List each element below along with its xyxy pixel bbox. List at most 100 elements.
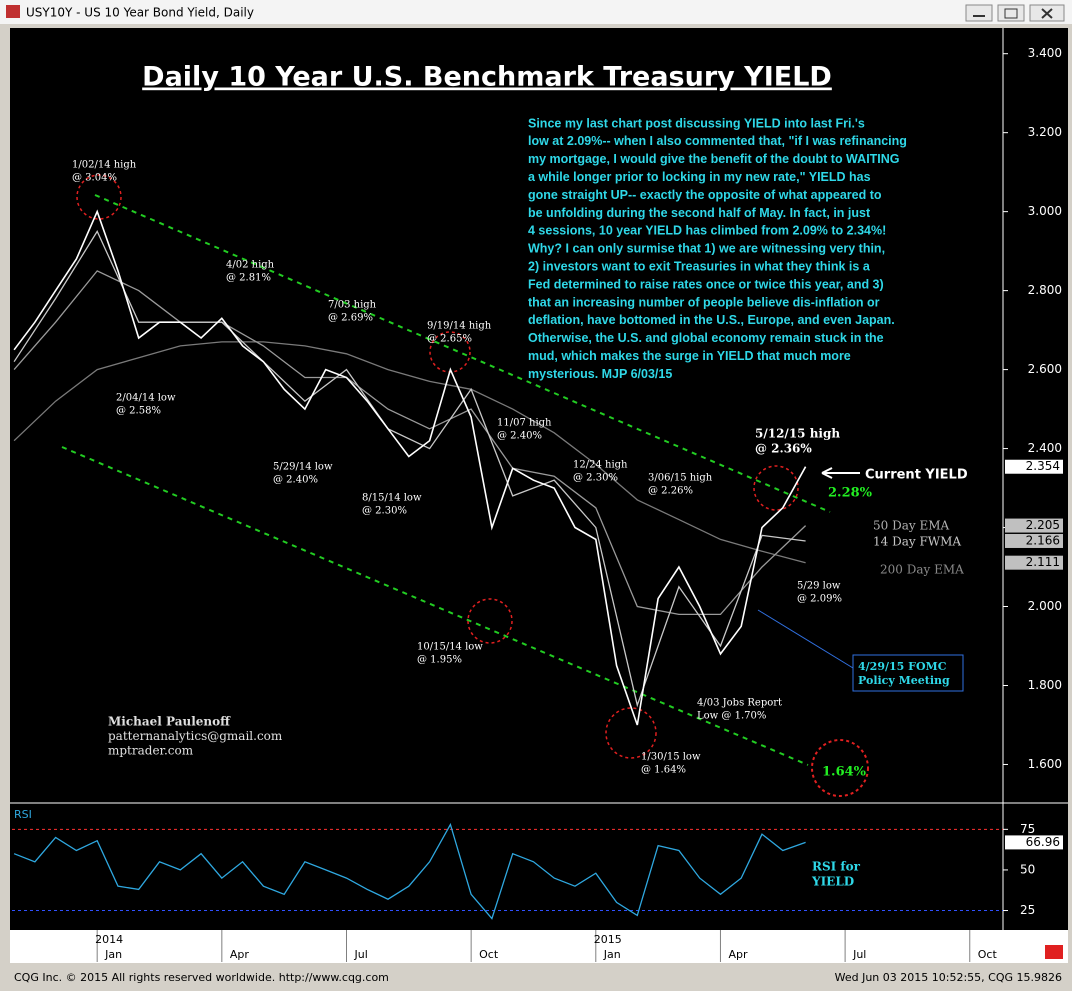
annotation: @ 1.95% <box>417 655 462 666</box>
x-tick-label: Oct <box>978 948 998 961</box>
last-value: 2.354 <box>1026 459 1060 473</box>
year-label: 2014 <box>95 933 123 946</box>
y-tick-label: 75 <box>1020 822 1035 836</box>
series-line <box>13 230 806 708</box>
commentary-line: 4 sessions, 10 year YIELD has climbed fr… <box>528 224 886 238</box>
annotation: 7/03 high <box>328 300 377 311</box>
annotation: @ 2.36% <box>755 442 812 456</box>
commentary-line: Why? I can only surmise that 1) we are w… <box>528 242 885 256</box>
annotation: 11/07 high <box>497 418 552 429</box>
x-tick-label: Jul <box>852 948 866 961</box>
author-line: mptrader.com <box>108 744 194 758</box>
last-value-box <box>1005 459 1063 474</box>
annotation: 1/02/14 high <box>72 160 137 171</box>
fomc-pointer <box>757 609 854 669</box>
annotation: YIELD <box>811 875 854 889</box>
last-value: 2.111 <box>1026 555 1060 569</box>
close-glyph <box>1041 8 1053 19</box>
annotation: 4/03 Jobs Report <box>697 698 782 709</box>
legend-label: 200 Day EMA <box>880 563 964 577</box>
minimize-button[interactable] <box>965 4 993 22</box>
y-tick-label: 1.800 <box>1028 678 1062 692</box>
commentary-line: deflation, have bottomed in the U.S., Eu… <box>528 313 895 327</box>
last-value-box <box>1005 518 1063 533</box>
y-tick-label: 1.600 <box>1028 757 1062 771</box>
x-tick-label: Oct <box>479 948 499 961</box>
fomc-box <box>852 654 964 692</box>
commentary-line: 2) investors want to exit Treasuries in … <box>528 259 871 273</box>
last-value: 2.205 <box>1026 518 1060 532</box>
legend-label: Current YIELD <box>865 468 968 483</box>
annotation: 3/06/15 high <box>648 473 713 484</box>
maximize-button[interactable] <box>997 4 1025 22</box>
annotation: @ 3.04% <box>72 173 117 184</box>
annotation: @ 2.40% <box>497 431 542 442</box>
annotation: 5/29/14 low <box>273 462 333 473</box>
annotation: @ 2.09% <box>797 594 842 605</box>
window-title: USY10Y - US 10 Year Bond Yield, Daily <box>26 6 254 20</box>
chart-title: Daily 10 Year U.S. Benchmark Treasury YI… <box>142 62 832 93</box>
commentary-line: Fed determined to raise rates once or tw… <box>528 277 884 291</box>
rsi-title: RSI <box>14 808 32 821</box>
footer-left: CQG Inc. © 2015 All rights reserved worl… <box>14 971 389 984</box>
rsi-last-value-box <box>1005 835 1063 850</box>
y-tick-label: 3.400 <box>1028 46 1062 60</box>
current-arrow <box>821 467 860 479</box>
annotation: @ 2.40% <box>273 475 318 486</box>
chart-background <box>10 28 1068 930</box>
annotation: @ 2.69% <box>328 313 373 324</box>
circle <box>605 707 657 759</box>
annotation: 4/29/15 FOMC <box>858 660 947 673</box>
x-tick-label: Jan <box>104 948 122 961</box>
commentary-line: gone straight UP-- exactly the opposite … <box>528 188 882 202</box>
commentary-line: my mortgage, I would give the benefit of… <box>528 152 900 166</box>
legend-label: 14 Day FWMA <box>873 535 961 549</box>
annotation: Low @ 1.70% <box>697 711 766 722</box>
annotation: 1/30/15 low <box>641 752 701 763</box>
annotation: 9/19/14 high <box>427 321 492 332</box>
series-line <box>13 270 807 616</box>
author-line: Michael Paulenoff <box>108 715 231 729</box>
series-line <box>13 209 807 726</box>
y-tick-label: 2.400 <box>1028 441 1062 455</box>
circle <box>76 174 122 220</box>
footer-right: Wed Jun 03 2015 10:52:55, CQG 15.9826 <box>835 971 1062 984</box>
annotation: @ 2.81% <box>226 273 271 284</box>
x-tick-label: Jan <box>603 948 621 961</box>
commentary-line: mysterious. MJP 6/03/15 <box>528 367 672 381</box>
circle <box>467 598 513 644</box>
highlight-circles <box>76 174 869 797</box>
circle <box>753 465 799 511</box>
y-tick-label: 2.000 <box>1028 599 1062 613</box>
y-tick-label: 2.600 <box>1028 362 1062 376</box>
rsi-line <box>13 822 806 920</box>
annotation: RSI for <box>812 860 861 874</box>
annotation: Policy Meeting <box>858 674 950 687</box>
commentary-line: low at 2.09%-- when I also commented tha… <box>528 134 907 148</box>
annotation: 12/24 high <box>573 460 628 471</box>
app-icon <box>6 5 20 18</box>
annotation: @ 2.30% <box>362 506 407 517</box>
commentary-line: that an increasing number of people beli… <box>528 295 880 309</box>
title-bar <box>0 0 1072 24</box>
commentary-line: Since my last chart post discussing YIEL… <box>528 116 865 130</box>
annotation: 5/29 low <box>797 581 841 592</box>
annotation: 8/15/14 low <box>362 493 422 504</box>
annotation: @ 1.64% <box>641 765 686 776</box>
rsi-last-value: 66.96 <box>1026 835 1060 849</box>
window-controls[interactable] <box>965 4 1065 22</box>
channel-top <box>94 194 831 513</box>
annotation: @ 2.65% <box>427 334 472 345</box>
legend-label: 50 Day EMA <box>873 519 950 533</box>
commentary-line: mud, which makes the surge in YIELD that… <box>528 349 851 363</box>
annotation: @ 2.26% <box>648 486 693 497</box>
scroll-arrow[interactable] <box>1045 945 1063 959</box>
y-tick-label: 50 <box>1020 862 1035 876</box>
last-value-box <box>1005 555 1063 570</box>
series-line <box>13 341 806 564</box>
annotation: 2/04/14 low <box>116 393 176 404</box>
circle <box>811 739 869 797</box>
x-tick-label: Jul <box>353 948 367 961</box>
